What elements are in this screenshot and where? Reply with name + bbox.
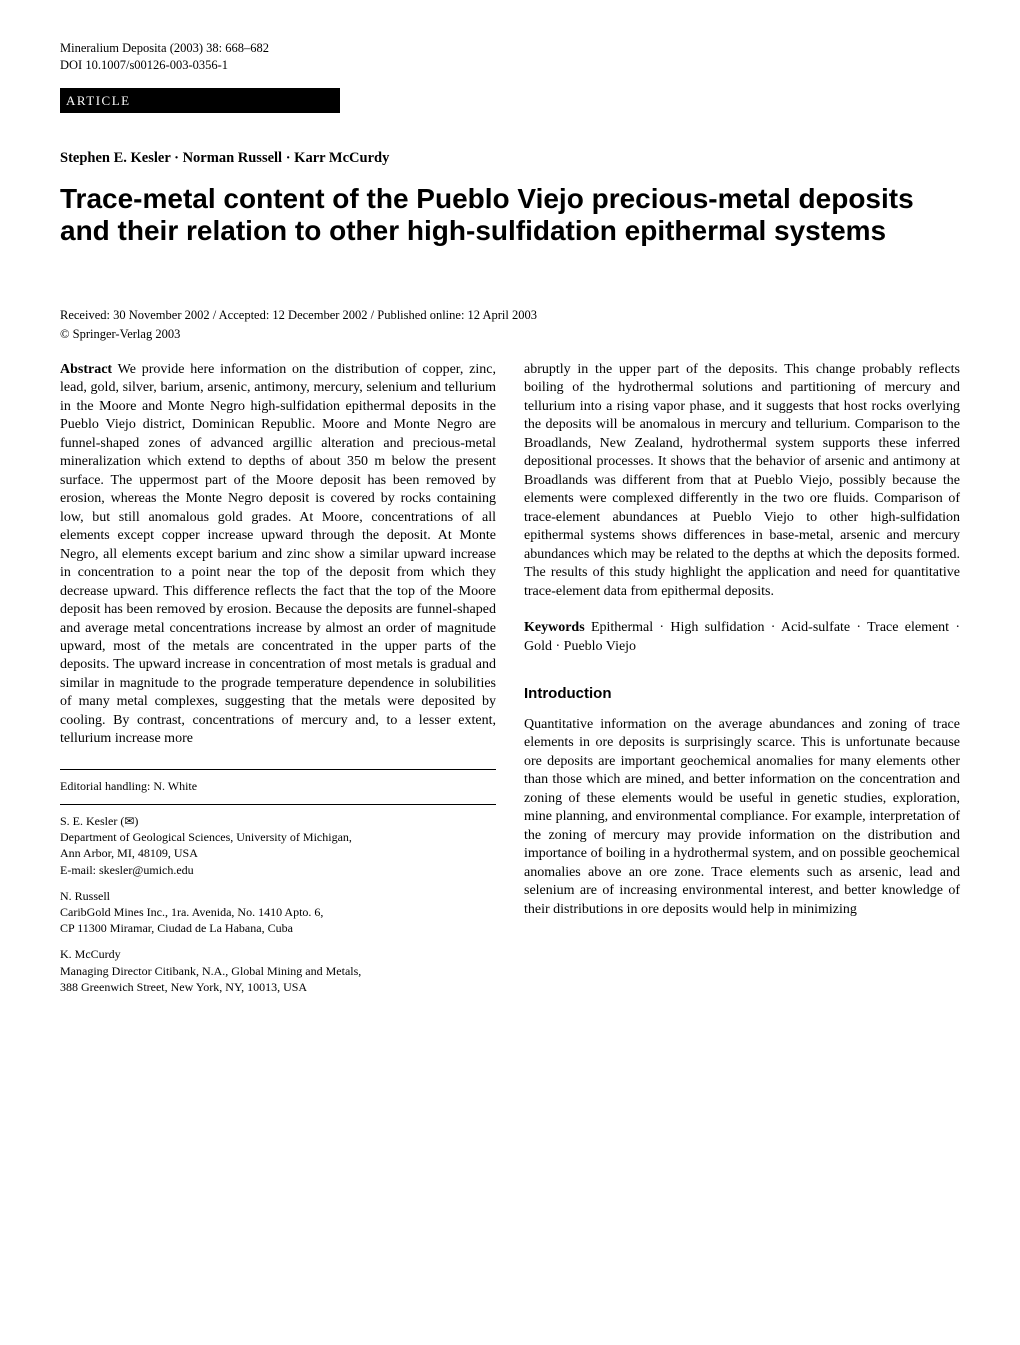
abstract-text: We provide here information on the distr…	[60, 362, 496, 746]
abstract-continuation: abruptly in the upper part of the deposi…	[524, 361, 960, 601]
author-name-2: K. McCurdy	[60, 946, 496, 962]
author-block-1: N. Russell CaribGold Mines Inc., 1ra. Av…	[60, 888, 496, 937]
editorial-handling: Editorial handling: N. White	[60, 778, 496, 794]
received-line: Received: 30 November 2002 / Accepted: 1…	[60, 307, 960, 324]
keywords-label: Keywords	[524, 620, 585, 635]
author-affil-2-2: 388 Greenwich Street, New York, NY, 1001…	[60, 979, 496, 995]
journal-meta: Mineralium Deposita (2003) 38: 668–682 D…	[60, 40, 960, 74]
author-name-1: N. Russell	[60, 888, 496, 904]
two-column-body: Abstract We provide here information on …	[60, 361, 960, 1005]
citation-line: Mineralium Deposita (2003) 38: 668–682	[60, 40, 960, 57]
author-block-2: K. McCurdy Managing Director Citibank, N…	[60, 946, 496, 995]
introduction-paragraph: Quantitative information on the average …	[524, 716, 960, 919]
abstract-paragraph: Abstract We provide here information on …	[60, 361, 496, 749]
author-affil-1-1: CaribGold Mines Inc., 1ra. Avenida, No. …	[60, 904, 496, 920]
footer-divider	[60, 804, 496, 805]
author-affil-0-1: Department of Geological Sciences, Unive…	[60, 829, 496, 845]
abstract-label: Abstract	[60, 362, 112, 377]
footer-block: Editorial handling: N. White S. E. Kesle…	[60, 769, 496, 995]
introduction-heading: Introduction	[524, 684, 960, 704]
doi-line: DOI 10.1007/s00126-003-0356-1	[60, 57, 960, 74]
copyright-line: © Springer-Verlag 2003	[60, 326, 960, 343]
author-affil-0-2: Ann Arbor, MI, 48109, USA	[60, 845, 496, 861]
keywords-paragraph: Keywords Epithermal · High sulfidation ·…	[524, 619, 960, 656]
right-column: abruptly in the upper part of the deposi…	[524, 361, 960, 1005]
author-affil-1-2: CP 11300 Miramar, Ciudad de La Habana, C…	[60, 920, 496, 936]
left-column: Abstract We provide here information on …	[60, 361, 496, 1005]
author-block-0: S. E. Kesler (✉) Department of Geologica…	[60, 813, 496, 878]
article-title: Trace-metal content of the Pueblo Viejo …	[60, 183, 960, 247]
author-name-0: S. E. Kesler (✉)	[60, 813, 496, 829]
article-badge: ARTICLE	[60, 88, 340, 114]
authors-line: Stephen E. Kesler · Norman Russell · Kar…	[60, 149, 960, 169]
keywords-text: Epithermal · High sulfidation · Acid-sul…	[524, 620, 960, 653]
author-affil-2-1: Managing Director Citibank, N.A., Global…	[60, 963, 496, 979]
author-email-0: E-mail: skesler@umich.edu	[60, 862, 496, 878]
